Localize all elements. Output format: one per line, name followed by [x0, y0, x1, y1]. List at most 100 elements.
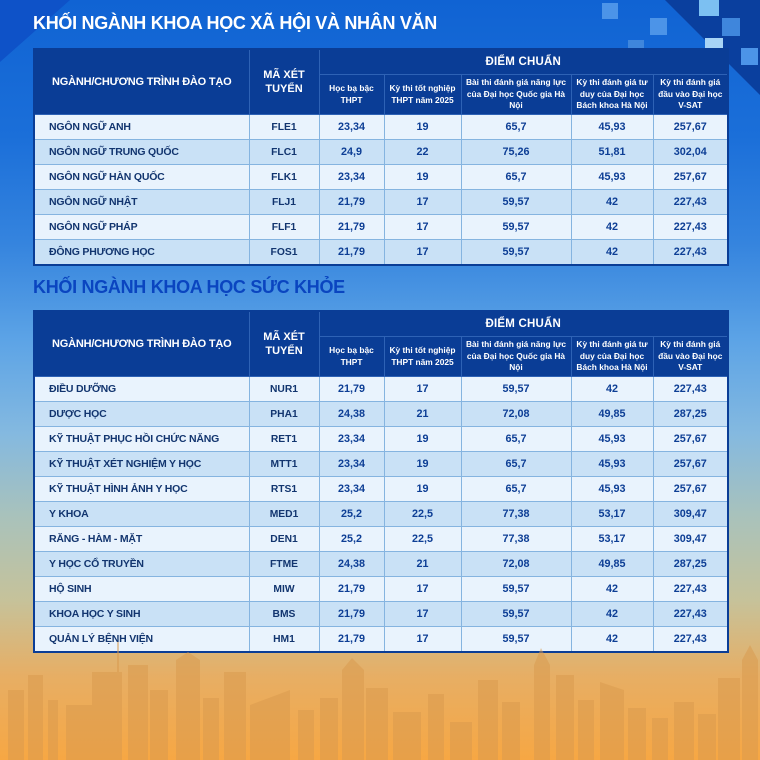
score-cell: 23,34	[318, 451, 385, 477]
score-cell: 309,47	[652, 526, 729, 552]
score-cell: 72,08	[460, 551, 572, 577]
major-cell: Y HỌC CỔ TRUYỀN	[33, 551, 250, 577]
code-cell: BMS	[248, 601, 320, 627]
score-cell: 45,93	[570, 451, 654, 477]
score-cell: 22,5	[383, 501, 462, 527]
table-row: KỸ THUẬT HÌNH ẢNH Y HỌC RTS1 23,34 19 65,7 45…	[33, 476, 729, 502]
column-header-transcript: Học bạ bậc THPT	[318, 74, 385, 115]
table-row: NGÔN NGỮ TRUNG QUỐC FLC1 24,9 22 75,26 51,81 3…	[33, 139, 729, 165]
table-row: NGÔN NGỮ HÀN QUỐC FLK1 23,34 19 65,7 45,93 257…	[33, 164, 729, 190]
score-cell: 65,7	[460, 476, 572, 502]
major-cell: NGÔN NGỮ PHÁP	[33, 214, 250, 240]
major-cell: Y KHOA	[33, 501, 250, 527]
mosaic-square	[602, 3, 618, 19]
score-cell: 49,85	[570, 401, 654, 427]
score-cell: 17	[383, 189, 462, 215]
column-header-transcript: Học bạ bậc THPT	[318, 336, 385, 377]
score-cell: 42	[570, 214, 654, 240]
score-cell: 302,04	[652, 139, 729, 165]
major-cell: RĂNG - HÀM - MẶT	[33, 526, 250, 552]
score-cell: 19	[383, 164, 462, 190]
table-row: ĐIỀU DƯỠNG NUR1 21,79 17 59,57 42 227,43	[33, 376, 729, 402]
score-cell: 51,81	[570, 139, 654, 165]
code-cell: FLF1	[248, 214, 320, 240]
section-title-social-sciences: KHỐI NGÀNH KHOA HỌC XÃ HỘI VÀ NHÂN VĂN	[33, 13, 437, 33]
score-cell: 23,34	[318, 426, 385, 452]
table-row: DƯỢC HỌC PHA1 24,38 21 72,08 49,85 287,25	[33, 401, 729, 427]
table-body: ĐIỀU DƯỠNG NUR1 21,79 17 59,57 42 227,43 DƯỢC H…	[33, 376, 729, 653]
score-cell: 19	[383, 476, 462, 502]
score-cell: 257,67	[652, 164, 729, 190]
score-cell: 59,57	[460, 214, 572, 240]
table-row: KHOA HỌC Y SINH BMS 21,79 17 59,57 42 227,43	[33, 601, 729, 627]
score-cell: 42	[570, 601, 654, 627]
score-cell: 65,7	[460, 114, 572, 140]
score-cell: 45,93	[570, 164, 654, 190]
table-row: ĐÔNG PHƯƠNG HỌC FOS1 21,79 17 59,57 42 227,43	[33, 239, 729, 266]
column-header-vsat: Kỳ thi đánh giá đầu vào Đại học V-SAT	[652, 336, 729, 377]
table-row: Y HỌC CỔ TRUYỀN FTME 24,38 21 72,08 49,85 287,…	[33, 551, 729, 577]
score-cell: 23,34	[318, 114, 385, 140]
score-cell: 42	[570, 576, 654, 602]
score-cell: 257,67	[652, 476, 729, 502]
code-cell: FLE1	[248, 114, 320, 140]
score-cell: 19	[383, 426, 462, 452]
score-cell: 227,43	[652, 576, 729, 602]
score-cell: 21	[383, 551, 462, 577]
code-cell: FTME	[248, 551, 320, 577]
table-row: Y KHOA MED1 25,2 22,5 77,38 53,17 309,47	[33, 501, 729, 527]
score-cell: 257,67	[652, 114, 729, 140]
table-row: KỸ THUẬT XÉT NGHIỆM Y HỌC MTT1 23,34 19 65,7…	[33, 451, 729, 477]
score-cell: 65,7	[460, 164, 572, 190]
score-cell: 45,93	[570, 476, 654, 502]
mosaic-square	[699, 0, 719, 16]
score-cell: 19	[383, 114, 462, 140]
score-cell: 59,57	[460, 576, 572, 602]
code-cell: FOS1	[248, 239, 320, 266]
score-cell: 22,5	[383, 526, 462, 552]
score-cell: 227,43	[652, 601, 729, 627]
major-cell: ĐÔNG PHƯƠNG HỌC	[33, 239, 250, 266]
score-cell: 17	[383, 376, 462, 402]
score-cell: 24,9	[318, 139, 385, 165]
score-cell: 77,38	[460, 501, 572, 527]
score-cell: 17	[383, 239, 462, 266]
score-cell: 25,2	[318, 526, 385, 552]
score-cell: 17	[383, 576, 462, 602]
code-cell: RET1	[248, 426, 320, 452]
column-header-vnu-assessment: Bài thi đánh giá năng lực của Đại học Qu…	[460, 74, 572, 115]
code-cell: FLC1	[248, 139, 320, 165]
score-cell: 59,57	[460, 601, 572, 627]
table-row: HỘ SINH MIW 21,79 17 59,57 42 227,43	[33, 576, 729, 602]
column-header-major: NGÀNH/CHƯƠNG TRÌNH ĐÀO TẠO	[33, 310, 250, 377]
score-cell: 19	[383, 451, 462, 477]
score-cell: 65,7	[460, 426, 572, 452]
code-cell: FLJ1	[248, 189, 320, 215]
score-cell: 17	[383, 626, 462, 653]
column-header-hust-assessment: Kỳ thi đánh giá tư duy của Đại học Bách …	[570, 336, 654, 377]
column-header-benchmark-group: ĐIỂM CHUẨN	[318, 310, 729, 337]
score-cell: 25,2	[318, 501, 385, 527]
score-cell: 24,38	[318, 551, 385, 577]
score-cell: 287,25	[652, 551, 729, 577]
column-header-code: MÃ XÉT TUYỂN	[248, 310, 320, 377]
major-cell: DƯỢC HỌC	[33, 401, 250, 427]
table-body: NGÔN NGỮ ANH FLE1 23,34 19 65,7 45,93 257,67 NG…	[33, 114, 729, 266]
major-cell: NGÔN NGỮ NHẬT	[33, 189, 250, 215]
score-cell: 42	[570, 626, 654, 653]
score-cell: 45,93	[570, 114, 654, 140]
admissions-table-health-sciences: NGÀNH/CHƯƠNG TRÌNH ĐÀO TẠO MÃ XÉT TUYỂN …	[33, 310, 730, 653]
section-title-health-sciences: KHỐI NGÀNH KHOA HỌC SỨC KHỎE	[33, 277, 345, 297]
score-cell: 53,17	[570, 526, 654, 552]
column-header-vsat: Kỳ thi đánh giá đầu vào Đại học V-SAT	[652, 74, 729, 115]
score-cell: 17	[383, 214, 462, 240]
score-cell: 257,67	[652, 451, 729, 477]
code-cell: MTT1	[248, 451, 320, 477]
score-cell: 59,57	[460, 376, 572, 402]
score-cell: 17	[383, 601, 462, 627]
table-header: NGÀNH/CHƯƠNG TRÌNH ĐÀO TẠO MÃ XÉT TUYỂN …	[33, 48, 729, 115]
code-cell: NUR1	[248, 376, 320, 402]
mosaic-square	[650, 18, 667, 35]
score-cell: 42	[570, 239, 654, 266]
